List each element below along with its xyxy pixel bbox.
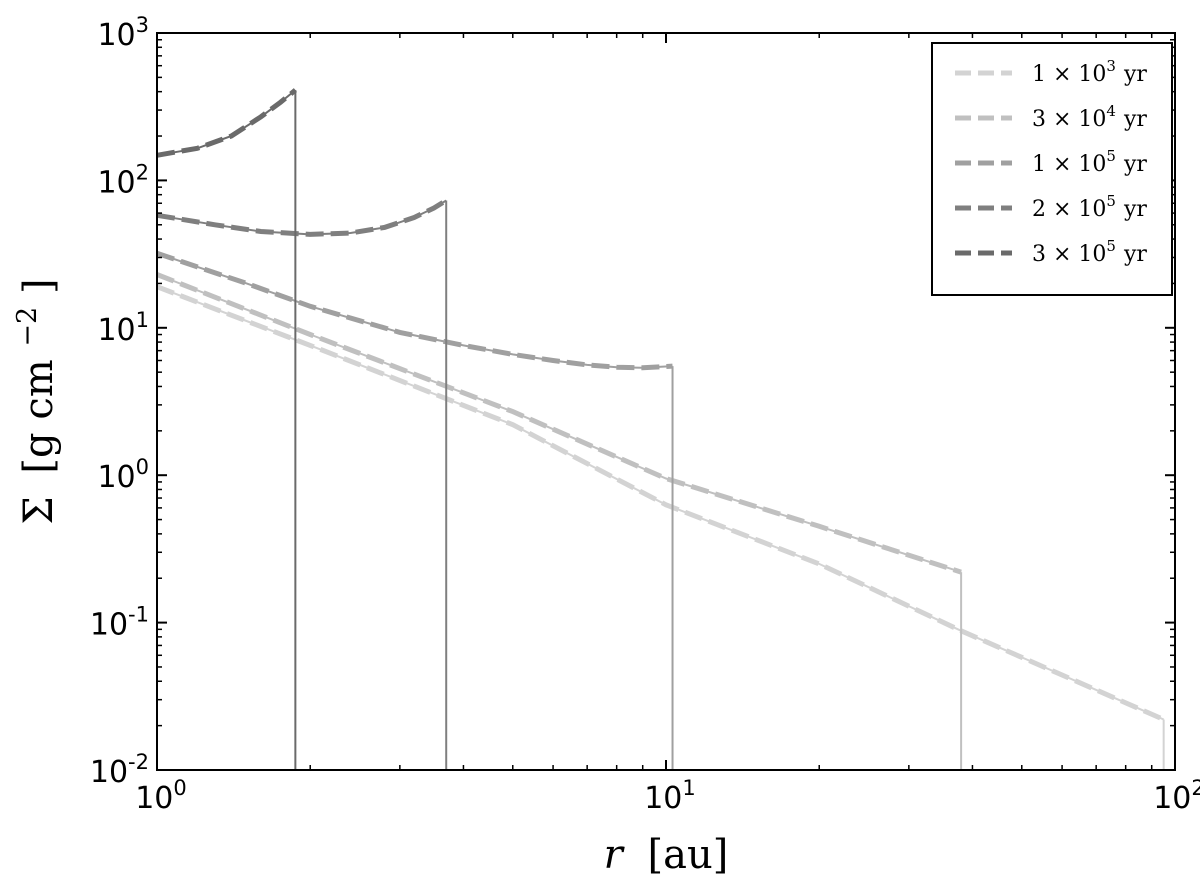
series-1-dashed-line xyxy=(156,284,1165,722)
legend-entry-exp: 4 xyxy=(1106,102,1116,120)
legend-entry-mantissa: 1 × 10 xyxy=(1032,152,1106,177)
y-tick-label-5-exp: 2 xyxy=(136,160,149,184)
legend-entry-unit: yr xyxy=(1123,197,1147,222)
legend-entry-unit: yr xyxy=(1123,107,1147,132)
y-tick-label-2-base: 10 xyxy=(90,608,128,643)
x-tick-label-3-base: 10 xyxy=(1153,781,1191,816)
series-4-line xyxy=(156,199,447,236)
legend-entry-mantissa: 3 × 10 xyxy=(1032,107,1106,132)
y-tick-label-4-exp: 1 xyxy=(136,308,149,332)
y-tick-label-2-exp: -1 xyxy=(128,603,149,627)
legend-entry-exp: 5 xyxy=(1106,237,1116,255)
x-tick-label-2: 101 xyxy=(644,776,696,816)
y-tick-label-3-base: 10 xyxy=(97,460,135,495)
y-tick-label-2: 10-1 xyxy=(90,603,149,643)
legend-entry-1: 1 × 103 yr xyxy=(1032,57,1147,87)
y-tick-label-5-base: 10 xyxy=(97,165,135,200)
y-tick-label-4-base: 10 xyxy=(97,313,135,348)
series-layer xyxy=(156,88,1165,770)
legend: 1 × 103 yr3 × 104 yr1 × 105 yr2 × 105 yr3 × … xyxy=(931,42,1173,296)
series-5-line xyxy=(156,89,297,157)
series-3-dashed-line xyxy=(156,250,673,371)
y-tick-label-1-base: 10 xyxy=(90,755,128,790)
y-tick-label-6: 103 xyxy=(97,13,149,53)
y-tick-label-6-exp: 3 xyxy=(136,13,149,37)
x-tick-label-2-base: 10 xyxy=(644,781,682,816)
x-tick-label-3-exp: 2 xyxy=(1191,776,1200,800)
x-tick-label-1-base: 10 xyxy=(135,781,173,816)
series-5-dashed-line xyxy=(156,88,297,158)
legend-entry-exp: 5 xyxy=(1106,147,1116,165)
x-tick-label-1-exp: 0 xyxy=(173,776,186,800)
series-4-dashed-line xyxy=(156,198,448,237)
legend-entry-mantissa: 3 × 10 xyxy=(1032,242,1106,267)
legend-entry-5: 3 × 105 yr xyxy=(1032,237,1147,267)
x-tick-label-3: 102 xyxy=(1153,776,1200,816)
legend-entry-mantissa: 2 × 10 xyxy=(1032,197,1106,222)
y-axis-label-exp: −2 xyxy=(12,307,43,347)
y-axis-label-close: ] xyxy=(16,278,62,294)
x-axis-label-unit: [au] xyxy=(648,832,729,878)
legend-entry-unit: yr xyxy=(1123,62,1147,87)
y-axis-label: Σ [g cm −2 ] xyxy=(0,278,62,524)
x-tick-label-2-exp: 1 xyxy=(682,776,695,800)
y-tick-label-4: 101 xyxy=(97,308,149,348)
legend-entry-exp: 5 xyxy=(1106,192,1116,210)
y-tick-label-5: 102 xyxy=(97,160,149,200)
legend-entry-exp: 3 xyxy=(1106,57,1116,75)
series-2-dashed-line xyxy=(156,272,962,575)
legend-entry-unit: yr xyxy=(1123,242,1147,267)
x-axis-label-var: r xyxy=(604,832,626,878)
y-tick-label-6-base: 10 xyxy=(97,18,135,53)
legend-entry-mantissa: 1 × 10 xyxy=(1032,62,1106,87)
legend-entry-4: 2 × 105 yr xyxy=(1032,192,1147,222)
legend-box xyxy=(931,42,1173,296)
y-tick-label-1-exp: -2 xyxy=(128,750,149,774)
x-axis-label: r [au] xyxy=(604,832,729,878)
y-axis-label-var: Σ xyxy=(16,496,62,524)
series-3-line xyxy=(156,252,673,369)
y-tick-label-3: 100 xyxy=(97,455,149,495)
x-tick-label-1: 100 xyxy=(135,776,187,816)
legend-entry-unit: yr xyxy=(1123,152,1147,177)
legend-entry-2: 3 × 104 yr xyxy=(1032,102,1147,132)
y-axis-label-unit: [g cm xyxy=(16,359,62,473)
y-tick-label-1: 10-2 xyxy=(90,750,149,790)
legend-entry-3: 1 × 105 yr xyxy=(1032,147,1147,177)
y-tick-label-3-exp: 0 xyxy=(136,455,149,479)
